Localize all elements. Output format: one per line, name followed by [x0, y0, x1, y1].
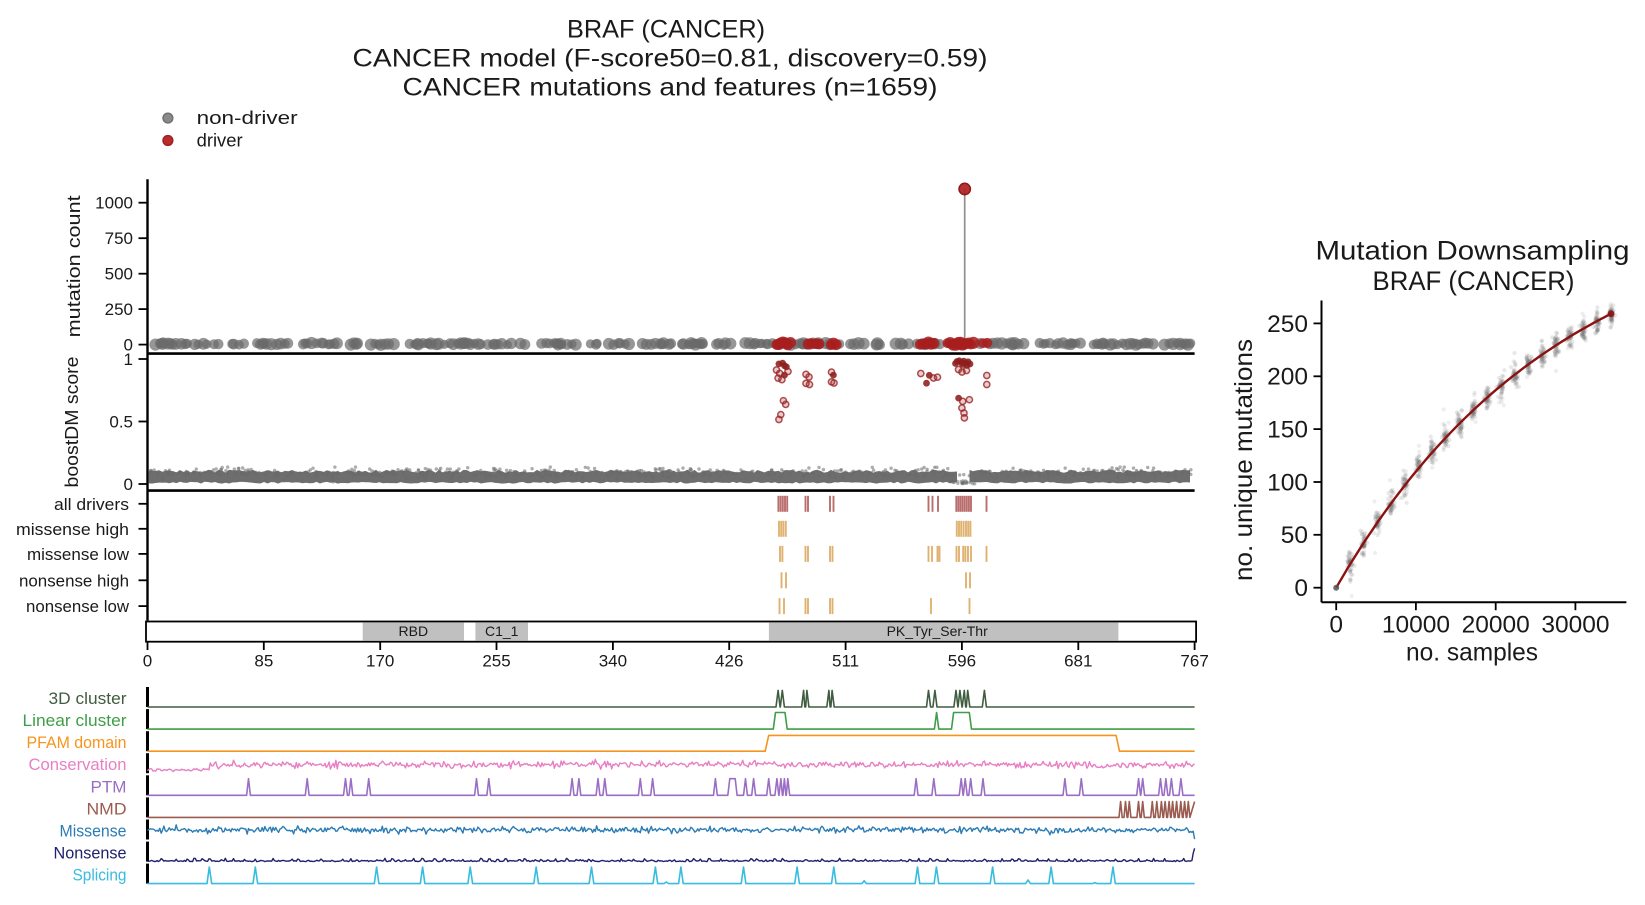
svg-text:500: 500	[105, 264, 133, 283]
svg-text:340: 340	[599, 652, 627, 671]
svg-text:0: 0	[143, 652, 152, 671]
svg-text:1000: 1000	[95, 194, 133, 213]
svg-text:50: 50	[1281, 522, 1308, 549]
svg-text:511: 511	[832, 652, 859, 671]
svg-text:170: 170	[366, 652, 394, 671]
svg-text:nonsense high: nonsense high	[19, 571, 129, 590]
svg-text:CANCER model (F-score50=0.81,: CANCER model (F-score50=0.81, discovery=…	[353, 45, 988, 73]
svg-text:0: 0	[1329, 612, 1343, 639]
svg-text:150: 150	[1267, 417, 1308, 444]
svg-text:BRAF (CANCER): BRAF (CANCER)	[567, 16, 765, 44]
svg-text:boostDM score: boostDM score	[62, 357, 82, 488]
svg-text:PK_Tyr_Ser-Thr: PK_Tyr_Ser-Thr	[887, 623, 988, 639]
svg-text:Splicing: Splicing	[73, 866, 127, 885]
svg-text:non-driver: non-driver	[197, 108, 298, 128]
svg-text:750: 750	[105, 229, 133, 248]
svg-text:Conservation: Conservation	[29, 755, 127, 774]
svg-text:all drivers: all drivers	[54, 495, 129, 514]
svg-text:0: 0	[124, 475, 133, 494]
svg-text:1: 1	[124, 350, 133, 369]
svg-text:missense high: missense high	[16, 520, 129, 539]
svg-text:PFAM domain: PFAM domain	[27, 733, 127, 752]
svg-text:250: 250	[105, 300, 133, 319]
svg-text:250: 250	[1267, 311, 1308, 338]
svg-text:30000: 30000	[1541, 612, 1609, 639]
svg-text:3D cluster: 3D cluster	[49, 689, 127, 708]
svg-text:missense low: missense low	[27, 545, 130, 564]
svg-text:10000: 10000	[1382, 612, 1450, 639]
svg-text:nonsense low: nonsense low	[26, 597, 130, 616]
svg-text:Nonsense: Nonsense	[54, 844, 127, 863]
svg-text:Linear cluster: Linear cluster	[23, 711, 127, 730]
svg-text:Mutation Downsampling: Mutation Downsampling	[1316, 236, 1630, 266]
svg-text:PTM: PTM	[91, 777, 127, 796]
svg-text:255: 255	[482, 652, 510, 671]
svg-text:BRAF (CANCER): BRAF (CANCER)	[1373, 266, 1575, 296]
svg-text:mutation count: mutation count	[64, 195, 84, 337]
svg-text:driver: driver	[197, 130, 243, 150]
svg-text:NMD: NMD	[87, 799, 127, 818]
svg-text:426: 426	[715, 652, 743, 671]
svg-text:0: 0	[124, 335, 133, 354]
svg-text:767: 767	[1180, 652, 1208, 671]
svg-text:CANCER mutations and features: CANCER mutations and features (n=1659)	[403, 74, 938, 102]
svg-text:C1_1: C1_1	[485, 623, 519, 639]
svg-text:0.5: 0.5	[109, 412, 133, 431]
svg-text:85: 85	[254, 652, 273, 671]
svg-text:RBD: RBD	[399, 623, 429, 639]
svg-text:681: 681	[1064, 652, 1092, 671]
svg-text:no. unique mutations: no. unique mutations	[1230, 339, 1258, 581]
svg-text:20000: 20000	[1462, 612, 1530, 639]
svg-text:100: 100	[1267, 469, 1308, 496]
svg-text:200: 200	[1267, 364, 1308, 391]
svg-text:no. samples: no. samples	[1406, 639, 1538, 667]
svg-text:596: 596	[948, 652, 976, 671]
svg-text:0: 0	[1294, 575, 1308, 602]
svg-text:Missense: Missense	[60, 821, 127, 840]
